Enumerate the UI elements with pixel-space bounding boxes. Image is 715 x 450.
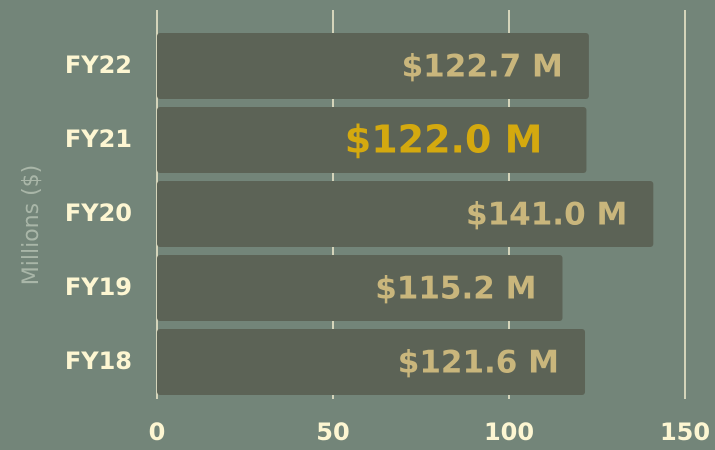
value-label: $122.0 M (345, 118, 543, 162)
y-tick-label: FY18 (65, 347, 132, 375)
x-tick-label: 100 (484, 418, 534, 446)
value-label: $121.6 M (398, 345, 559, 381)
y-tick-label: FY19 (65, 273, 132, 301)
y-tick-label: FY20 (65, 199, 132, 227)
bar (157, 181, 654, 247)
bar (157, 107, 587, 173)
bar (157, 33, 589, 99)
x-tick-label: 50 (316, 418, 349, 446)
bar (157, 255, 563, 321)
value-label: $122.7 M (402, 49, 563, 85)
value-label: $115.2 M (375, 271, 536, 307)
y-tick-label: FY22 (65, 51, 132, 79)
y-tick-label: FY21 (65, 125, 132, 153)
x-tick-label: 0 (149, 418, 166, 446)
bar (157, 329, 586, 395)
x-tick-label: 150 (660, 418, 710, 446)
value-label: $141.0 M (466, 197, 627, 233)
y-axis-label: Millions ($) (19, 165, 44, 285)
